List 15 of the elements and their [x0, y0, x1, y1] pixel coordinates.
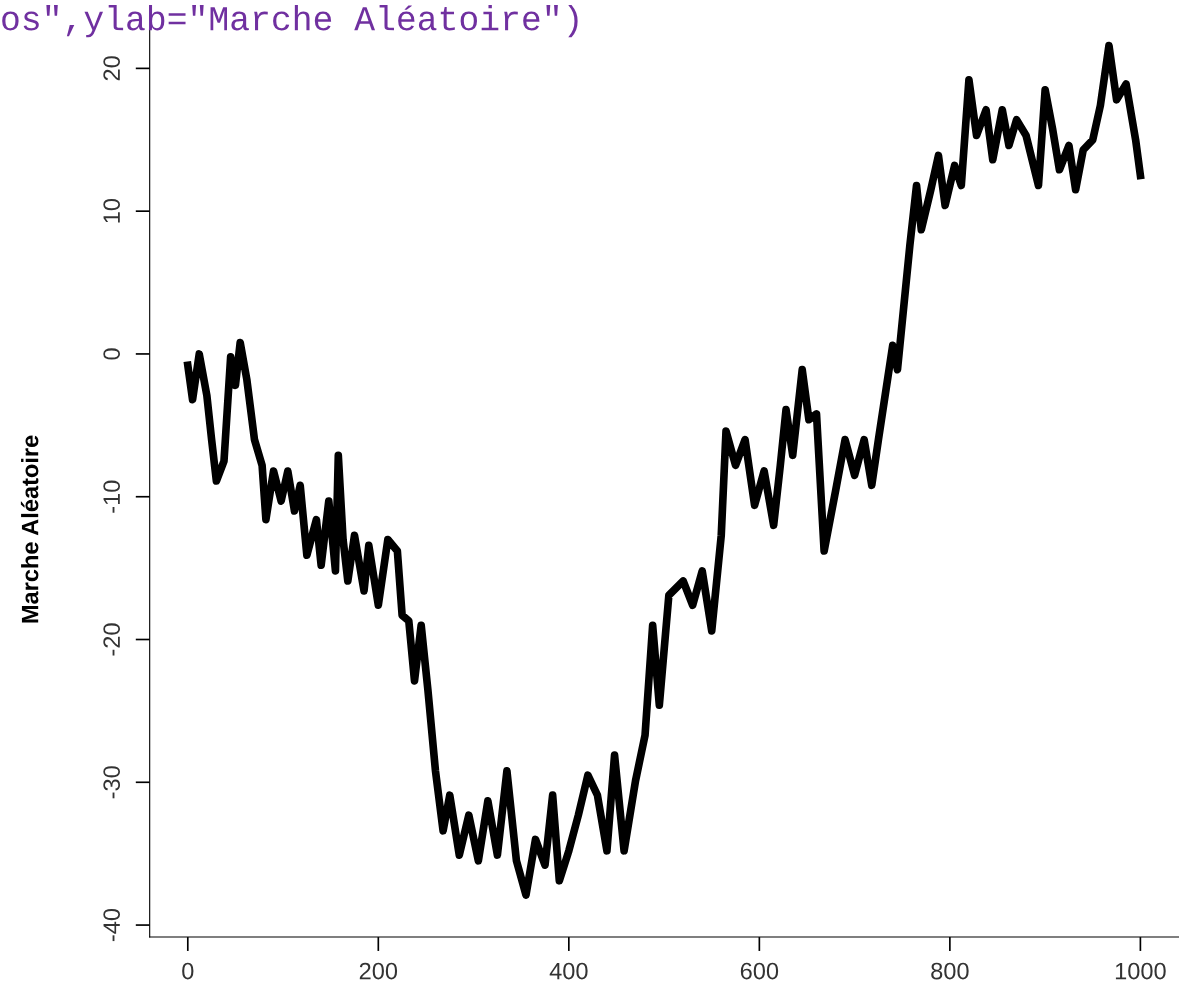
x-tick-label: 600 — [740, 962, 779, 980]
y-axis-title: Marche Aléatoire — [20, 435, 39, 623]
x-tick-label: 400 — [549, 962, 588, 980]
x-tick-label: 0 — [182, 962, 194, 980]
y-tick-label: 10 — [103, 198, 121, 223]
x-tick-label: 800 — [931, 962, 969, 980]
y-tick-label: -40 — [103, 908, 121, 942]
y-tick-label: -30 — [103, 766, 121, 799]
y-tick-label: -20 — [103, 623, 121, 656]
y-tick-label: -10 — [103, 480, 121, 513]
y-tick-label: 0 — [103, 348, 121, 360]
x-tick-label: 200 — [359, 962, 398, 980]
y-tick-label: 20 — [103, 56, 121, 81]
x-tick-label: 1000 — [1115, 962, 1166, 980]
annotation: os",ylab="Marche Aléatoire") — [2, 5, 578, 38]
